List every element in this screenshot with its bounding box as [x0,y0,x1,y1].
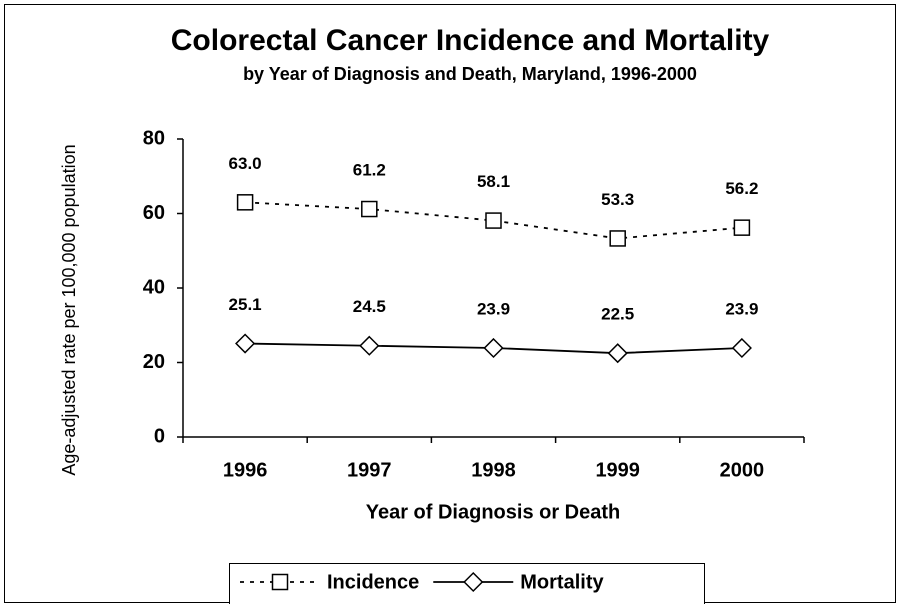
y-tick-label: 40 [143,276,165,298]
data-label: 24.5 [353,297,386,316]
marker [609,230,626,247]
legend-marker [463,571,484,593]
marker [731,337,752,359]
y-tick-label: 20 [143,351,165,373]
data-label: 22.5 [601,305,634,324]
x-axis-title: Year of Diagnosis or Death [366,501,621,523]
data-label: 61.2 [353,161,386,180]
y-tick-label: 80 [143,127,165,149]
data-label: 23.9 [725,299,758,318]
marker [483,337,504,359]
legend-marker [271,573,289,591]
data-label: 56.2 [725,179,758,198]
legend-label: Incidence [327,571,419,593]
data-label: 58.1 [477,172,510,191]
x-tick-label: 2000 [720,459,765,481]
chart-subtitle: by Year of Diagnosis and Death, Maryland… [243,64,697,84]
x-tick-label: 1999 [595,459,640,481]
x-tick-label: 1996 [223,459,268,481]
series-line [245,201,742,240]
y-tick-label: 60 [143,202,165,224]
marker [361,200,378,218]
chart-frame [4,4,896,603]
x-tick-label: 1998 [471,459,516,481]
legend-label: Mortality [520,571,604,593]
data-label: 23.9 [477,299,510,318]
x-tick-label: 1997 [347,459,392,481]
data-label: 53.3 [601,190,634,209]
data-label: 25.1 [229,295,262,314]
marker [235,333,256,354]
data-label: 63.0 [229,154,262,173]
marker [485,212,502,229]
marker [359,335,380,356]
marker [236,194,254,211]
marker [733,219,751,236]
chart-title: Colorectal Cancer Incidence and Mortalit… [171,24,770,57]
marker [607,343,628,364]
y-axis-title: Age-adjusted rate per 100,000 population [59,144,79,475]
y-tick-label: 0 [154,425,165,447]
